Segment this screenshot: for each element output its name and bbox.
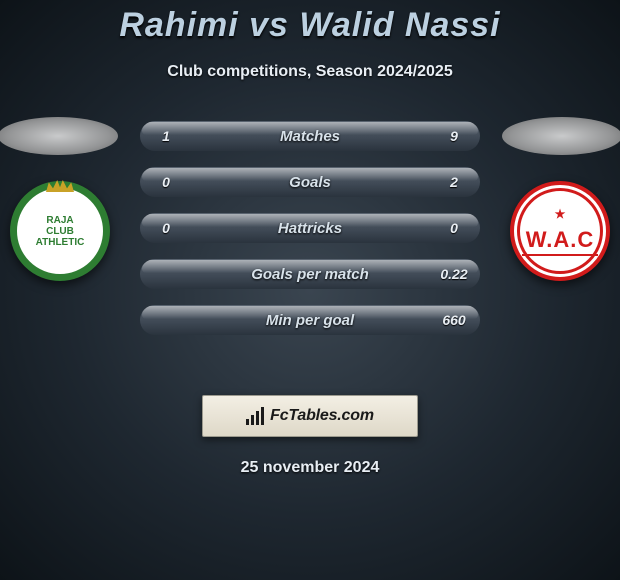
stat-label: Goals per match — [192, 266, 428, 283]
brand-text: FcTables.com — [270, 407, 374, 425]
team-crest-right: ★ W.A.C — [510, 181, 610, 281]
stat-row-goals-per-match: Goals per match 0.22 — [140, 259, 480, 289]
subtitle: Club competitions, Season 2024/2025 — [0, 63, 620, 81]
stat-label: Matches — [192, 128, 428, 145]
stat-right-value: 0.22 — [428, 266, 480, 282]
team-crest-left: RAJACLUBATHLETIC — [10, 181, 110, 281]
spotlight-right — [502, 117, 620, 155]
stat-left-value: 0 — [140, 220, 192, 236]
spotlight-left — [0, 117, 118, 155]
stat-right-value: 0 — [428, 220, 480, 236]
stat-label: Min per goal — [192, 312, 428, 329]
stat-right-value: 660 — [428, 312, 480, 328]
stat-right-value: 2 — [428, 174, 480, 190]
stat-right-value: 9 — [428, 128, 480, 144]
stat-bars: 1 Matches 9 0 Goals 2 0 Hattricks 0 Goal… — [140, 121, 480, 351]
stat-left-value: 1 — [140, 128, 192, 144]
stat-left-value: 0 — [140, 174, 192, 190]
stat-label: Goals — [192, 174, 428, 191]
brand-badge[interactable]: FcTables.com — [202, 395, 418, 437]
crest-ring — [517, 188, 603, 274]
comparison-stage: RAJACLUBATHLETIC ★ W.A.C 1 Matches 9 0 G… — [0, 121, 620, 381]
team-crest-left-label: RAJACLUBATHLETIC — [36, 215, 85, 248]
page-title: Rahimi vs Walid Nassi — [0, 0, 620, 45]
stat-row-hattricks: 0 Hattricks 0 — [140, 213, 480, 243]
stat-row-goals: 0 Goals 2 — [140, 167, 480, 197]
date-line: 25 november 2024 — [0, 459, 620, 477]
stat-row-min-per-goal: Min per goal 660 — [140, 305, 480, 335]
stat-row-matches: 1 Matches 9 — [140, 121, 480, 151]
stat-label: Hattricks — [192, 220, 428, 237]
bars-icon — [246, 407, 264, 425]
